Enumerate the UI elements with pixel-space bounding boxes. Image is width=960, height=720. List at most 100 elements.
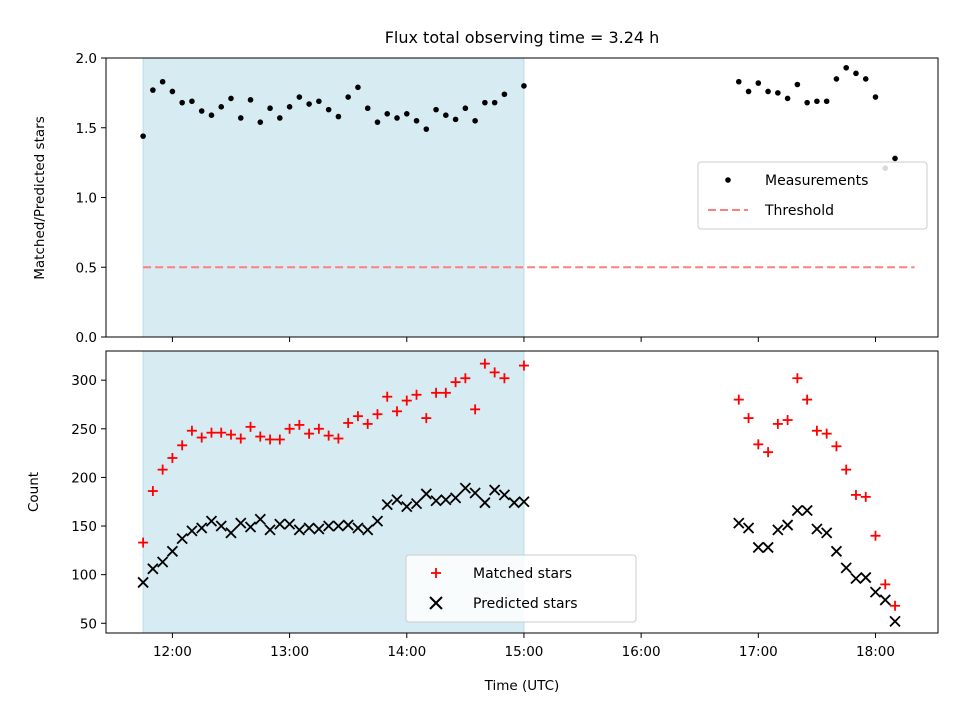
- legend: Matched stars Predicted stars: [405, 554, 637, 623]
- matched-stars-point: [401, 395, 412, 406]
- measurement-point: [345, 94, 351, 100]
- predicted-stars-point: [401, 500, 413, 513]
- predicted-stars-point: [879, 594, 891, 606]
- matched-stars-point: [313, 423, 324, 434]
- predicted-stars-point: [830, 545, 843, 557]
- matched-stars-point: [460, 373, 471, 384]
- matched-stars-point: [792, 373, 803, 384]
- predicted-stars-point: [293, 524, 305, 536]
- y-tick-label: 2.0: [76, 51, 97, 67]
- measurement-point: [872, 94, 879, 100]
- predicted-stars-point: [508, 497, 520, 509]
- predicted-stars-point: [518, 496, 530, 508]
- measurement-point: [296, 94, 303, 100]
- measurement-point: [286, 104, 293, 110]
- predicted-stars-point: [489, 484, 501, 496]
- legend-x-marker: [429, 596, 443, 610]
- predicted-stars-point: [166, 545, 179, 557]
- predicted-stars-point: [449, 492, 462, 504]
- predicted-stars-point: [352, 522, 364, 534]
- predicted-stars-point: [176, 533, 188, 545]
- legend-dot-marker: [725, 177, 731, 183]
- matched-stars-point: [890, 600, 901, 611]
- measurement-point: [823, 98, 830, 105]
- x-tick-label: 16:00: [622, 644, 661, 660]
- observing-window-shade: [142, 57, 525, 338]
- matched-stars-point: [440, 387, 451, 398]
- measurement-point: [189, 98, 195, 105]
- y-tick-label: 0.5: [76, 260, 97, 276]
- measurement-point: [247, 97, 254, 103]
- matched-stars-point: [870, 530, 881, 541]
- predicted-stars-point: [235, 517, 247, 529]
- measurement-point: [413, 117, 420, 124]
- predicted-stars-point: [791, 504, 804, 517]
- matched-stars-point: [196, 432, 207, 443]
- y-tick-label: 50: [80, 616, 97, 632]
- matched-stars-point: [177, 440, 188, 451]
- y-tick-label: 100: [71, 568, 97, 584]
- measurement-point: [833, 76, 840, 82]
- x-tick-label: 17:00: [739, 644, 778, 660]
- matched-stars-point: [470, 404, 481, 415]
- matched-stars-point: [304, 428, 315, 439]
- matched-stars-point: [880, 579, 891, 590]
- predicted-stars-point: [157, 556, 169, 568]
- matched-stars-point: [733, 394, 744, 405]
- matched-stars-point: [333, 433, 344, 444]
- predicted-stars-point: [850, 572, 862, 585]
- measurement-point: [325, 106, 332, 113]
- count-panel-frame: [105, 350, 939, 634]
- measurement-point: [814, 98, 820, 105]
- matched-stars-point: [753, 439, 764, 450]
- matched-stars-point: [811, 425, 822, 436]
- predicted-stars-point: [869, 586, 882, 598]
- count-panel: 50 100 150 200 250 300 12:00 13:00 14:00 15:00 16…: [26, 350, 939, 694]
- predicted-stars-point: [889, 615, 901, 627]
- y-tick-label: 300: [71, 373, 97, 389]
- predicted-stars-point: [821, 527, 833, 539]
- measurement-point: [198, 108, 205, 114]
- predicted-stars-point: [147, 563, 159, 575]
- measurement-point: [140, 133, 146, 139]
- matched-stars-point: [265, 434, 276, 445]
- legend-label: Predicted stars: [473, 596, 578, 612]
- matched-stars-point: [362, 418, 373, 429]
- measurement-point: [804, 99, 810, 106]
- measurement-point: [169, 88, 176, 95]
- measurement-point: [237, 115, 244, 121]
- measurement-point: [482, 99, 488, 106]
- matched-stars-point: [421, 413, 432, 424]
- y-tick-label: 250: [71, 422, 97, 438]
- matched-stars-point: [802, 394, 813, 405]
- matched-stars-point: [235, 433, 246, 444]
- matched-stars-point: [206, 427, 217, 438]
- measurement-point: [765, 88, 771, 95]
- predicted-stars-point: [762, 541, 774, 554]
- predicted-stars-point: [459, 482, 471, 494]
- predicted-stars-point: [342, 519, 354, 531]
- measurement-point: [335, 113, 342, 120]
- predicted-stars-point: [215, 520, 227, 532]
- measurement-point: [862, 76, 869, 82]
- ratio-panel: 0.00.51.01.52.0 Matched/Predicted stars …: [32, 51, 939, 346]
- predicted-stars-point: [205, 515, 218, 527]
- chart-title: Flux total observing time = 3.24 h: [385, 28, 660, 47]
- predicted-stars-point: [742, 522, 755, 534]
- predicted-stars-point: [801, 504, 813, 517]
- y-tick-label: 150: [71, 519, 97, 535]
- measurement-point: [267, 105, 273, 112]
- predicted-stars-point: [811, 523, 823, 535]
- predicted-stars-point: [772, 524, 784, 536]
- predicted-stars-point: [254, 513, 266, 525]
- predicted-stars-point: [440, 494, 452, 506]
- predicted-stars-point: [186, 525, 198, 537]
- matched-stars-point: [431, 387, 442, 398]
- measurement-point: [384, 111, 391, 117]
- x-tick-label: 14:00: [387, 644, 426, 660]
- legend-label: Threshold: [764, 203, 834, 219]
- measurement-point: [179, 99, 185, 106]
- matched-stars-point: [743, 413, 754, 424]
- matched-stars-point: [499, 373, 510, 384]
- predicted-stars-point: [391, 494, 403, 506]
